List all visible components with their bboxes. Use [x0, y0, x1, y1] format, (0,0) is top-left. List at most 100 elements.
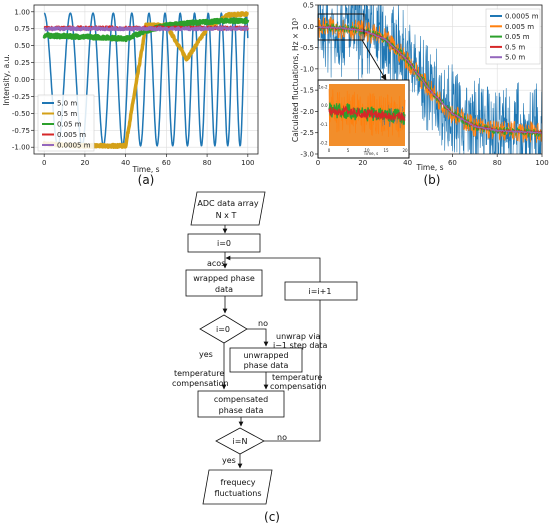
- chart-b-ytick-label: -0.5: [300, 44, 314, 52]
- flow-output-line1: frequecy: [220, 478, 255, 487]
- chart-a-xtick-label: 40: [121, 159, 130, 167]
- chart-b-xtick-label: 40: [403, 159, 412, 167]
- flow-label-unwrap-2: i−1 step data: [273, 341, 328, 350]
- chart-b-xlabel: Time, s: [415, 163, 443, 172]
- flow-decision2-text: i=N: [233, 437, 248, 446]
- chart-a-legend-entry: 0.05 m: [57, 121, 82, 129]
- flow-loop-back: [225, 255, 321, 282]
- chart-a-legend: 5.0 m 0.5 m 0.05 m 0.005 m 0.0005 m: [37, 94, 95, 152]
- chart-b-inset-xtick: 0: [328, 148, 331, 153]
- chart-b-xtick-label: 20: [358, 159, 367, 167]
- flow-wrapped-line1: wrapped phase: [193, 274, 255, 283]
- chart-b-ytick-label: -3.0: [300, 151, 314, 159]
- chart-b-series-5-0-m: [318, 26, 542, 134]
- chart-b: 0 20 40 60 80 1000.50.0-0.5-1.0-1.5-2.0-2.5-3…: [291, 2, 549, 188]
- flowchart: [185, 191, 358, 505]
- chart-a: 0 20 40 60 80 100 -1.00 -0.75 -0.50 -0.25 0.00 0.25…: [2, 4, 259, 187]
- flow-unwrapped-line1: unwrapped: [243, 351, 288, 360]
- flow-label-temp-right-2: compensation: [270, 382, 327, 391]
- chart-a-ylabel: Intensity, a.u.: [2, 54, 11, 106]
- chart-a-legend-entry: 5.0 m: [57, 100, 77, 108]
- chart-a-ytick-label: -0.50: [12, 110, 30, 118]
- chart-b-ylabel: Calculated fluctuations, Hz × 10³: [291, 18, 300, 142]
- chart-b-legend-entry: 0.0005 m: [505, 13, 539, 21]
- flow-label-temp-left-1: temperature: [174, 369, 224, 378]
- chart-a-panel-label: (a): [138, 173, 155, 187]
- flow-label-acos: acos: [207, 259, 225, 268]
- flow-label-yes1: yes: [199, 350, 213, 359]
- chart-b-inset-ytick: -0.1: [320, 122, 328, 127]
- flow-label-unwrap-1: unwrap via: [276, 332, 320, 341]
- chart-b-ytick-label: -2.0: [300, 108, 314, 116]
- chart-a-ytick-label: 0.75: [14, 25, 30, 33]
- flow-compensated-line2: phase data: [219, 406, 264, 415]
- chart-b-inset-ytick: 0.0: [321, 103, 328, 108]
- flow-init-node: [187, 233, 261, 253]
- flow-input-line1: ADC data array: [197, 199, 259, 208]
- flow-label-temp-right-1: temperature: [272, 373, 322, 382]
- chart-b-ticks: 0 20 40 60 80 1000.50.0-0.5-1.0-1.5-2.0-2.5-3…: [300, 2, 548, 168]
- chart-a-xtick-label: 80: [203, 159, 212, 167]
- chart-a-ytick-label: -1.00: [12, 144, 30, 152]
- flow-label-no2: no: [277, 433, 287, 442]
- chart-a-ytick-label: 0.25: [14, 59, 30, 67]
- chart-b-inset-ytick: 1e-2: [319, 85, 328, 90]
- chart-b-legend-entry: 0.05 m: [505, 33, 530, 41]
- chart-b-legend: 0.0005 m 0.005 m 0.05 m 0.5 m 5.0 m: [485, 8, 541, 65]
- flow-label-temp-left-2: compensation: [172, 379, 229, 388]
- chart-a-legend-entry: 0.0005 m: [57, 142, 91, 150]
- flow-increment-node: [284, 281, 358, 301]
- chart-a-ytick-label: 0.00: [14, 76, 30, 84]
- flow-decision1-text: i=0: [216, 325, 230, 334]
- chart-b-xtick-label: 80: [493, 159, 502, 167]
- chart-a-series-0-0005-m: [43, 26, 249, 32]
- chart-b-inset-xtick: 10: [364, 148, 370, 153]
- chart-b-panel-label: (b): [424, 173, 441, 187]
- flow-label-no1: no: [258, 319, 268, 328]
- chart-a-legend-entry: 0.5 m: [57, 110, 77, 118]
- flow-output-node: [202, 469, 273, 505]
- chart-b-ytick-label: -1.0: [300, 65, 314, 73]
- chart-a-ytick-label: -0.25: [12, 93, 30, 101]
- chart-b-inset-ytick: -0.2: [320, 141, 328, 146]
- chart-a-series-0-05-m: [42, 17, 250, 43]
- chart-a-legend-entry: 0.005 m: [57, 131, 86, 139]
- chart-a-xtick-label: 100: [241, 159, 254, 167]
- flow-wrapped-node: [185, 269, 263, 297]
- chart-b-xtick-label: 0: [316, 159, 320, 167]
- chart-a-xtick-label: 60: [162, 159, 171, 167]
- chart-a-ytick-label: 1.00: [14, 8, 30, 16]
- chart-b-ytick-label: 0.0: [303, 23, 314, 31]
- flowchart-text: ADC data array N x T i=0 acos wrapped ph…: [172, 199, 331, 524]
- chart-a-xlabel: Time, s: [131, 165, 159, 174]
- chart-b-ytick-label: -2.5: [300, 129, 314, 137]
- chart-b-ytick-label: -1.5: [300, 87, 314, 95]
- flow-output-line2: fluctuations: [214, 489, 261, 498]
- chart-b-inset-xtick: 5: [347, 148, 350, 153]
- chart-b-inset: 0 5 10 15 20 1e-2 0.0 -0.1 -0.2 Time, s: [317, 79, 410, 159]
- chart-a-xtick-label: 0: [42, 159, 46, 167]
- flow-input-node: [190, 191, 266, 226]
- chart-b-inset-series: [328, 104, 406, 122]
- chart-b-series: [318, 5, 542, 154]
- chart-b-ytick-label: 0.5: [303, 2, 314, 10]
- chart-b-inset-xtick: 15: [383, 148, 389, 153]
- chart-b-xtick-label: 60: [448, 159, 457, 167]
- flow-increment-text: i=i+1: [309, 287, 332, 296]
- flow-init-text: i=0: [217, 239, 231, 248]
- flow-compensated-node: [197, 390, 285, 418]
- chart-b-inset-xtick: 20: [402, 148, 408, 153]
- flow-unwrapped-line2: phase data: [244, 361, 289, 370]
- flow-wrapped-line2: data: [215, 285, 233, 294]
- flow-compensated-line1: compensated: [214, 395, 268, 404]
- flow-input-line2: N x T: [216, 211, 237, 220]
- chart-b-inset-xlabel: Time, s: [363, 151, 378, 156]
- chart-a-ytick-label: 0.50: [14, 42, 30, 50]
- flow-arrow-no1: [247, 328, 269, 347]
- flow-loop-up: [264, 300, 321, 442]
- chart-a-ytick-label: -0.75: [12, 127, 30, 135]
- flowchart-panel-label: (c): [264, 510, 280, 524]
- flow-unwrapped-node: [229, 347, 303, 373]
- chart-b-legend-entry: 0.005 m: [505, 23, 534, 31]
